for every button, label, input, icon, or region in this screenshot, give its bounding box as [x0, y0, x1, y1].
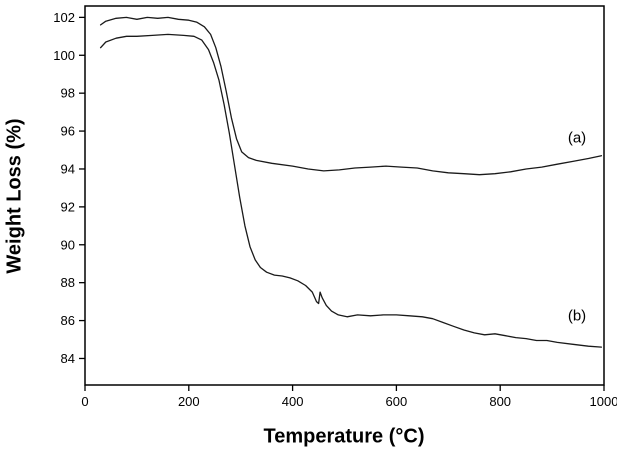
- x-axis-tick-label: 800: [489, 394, 511, 409]
- plot-frame: [84, 5, 605, 386]
- x-axis-tick-label: 0: [81, 394, 88, 409]
- x-axis-title: Temperature (°C): [263, 425, 425, 448]
- y-axis-title: Weight Loss (%): [3, 118, 26, 274]
- y-axis-tick-label: 90: [61, 237, 75, 252]
- y-axis-tick-label: 100: [53, 48, 75, 63]
- y-axis-tick-label: 88: [61, 275, 75, 290]
- curve-a: [99, 16, 603, 176]
- y-axis-tick-label: 86: [61, 313, 75, 328]
- y-axis-tick-label: 84: [61, 351, 75, 366]
- y-axis-tick-label: 98: [61, 86, 75, 101]
- y-axis-tick-label: 102: [53, 10, 75, 25]
- y-axis-tick-label: 94: [61, 161, 75, 176]
- series-label-a: (a): [568, 129, 586, 146]
- x-axis-tick-label: 200: [178, 394, 200, 409]
- x-axis-tick-label: 600: [386, 394, 408, 409]
- x-axis-tick-label: 400: [282, 394, 304, 409]
- curve-b: [99, 33, 603, 348]
- y-axis-tick-label: 92: [61, 199, 75, 214]
- x-axis-tick-label: 1000: [590, 394, 617, 409]
- series-label-b: (b): [568, 308, 586, 325]
- y-axis-tick-label: 96: [61, 124, 75, 139]
